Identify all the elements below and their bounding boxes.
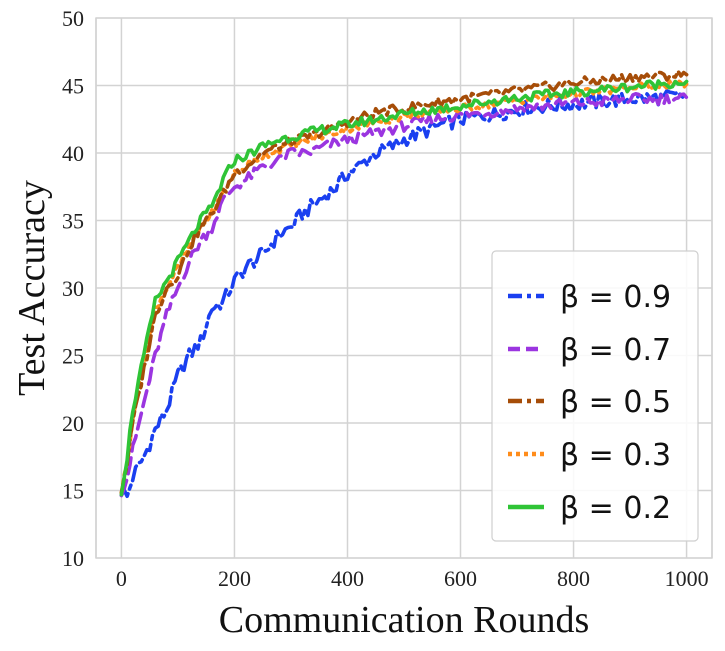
tick-labels: 10 15 20 25 30 35 40 45 50 0 200 400 600 800 1000 [62,6,709,591]
legend-label: β = 0.2 [560,491,671,526]
y-tick-label: 10 [62,546,84,571]
series-lines [119,69,689,499]
series-line [119,89,689,499]
y-tick-label: 50 [62,6,84,31]
y-tick-label: 35 [62,209,84,234]
series-line [119,92,689,498]
y-tick-label: 40 [62,141,84,166]
x-axis-label: Communication Rounds [219,599,590,641]
legend-box [491,250,699,542]
x-tick-label: 200 [218,566,251,591]
x-tick-label: 1000 [665,566,709,591]
legend: β = 0.9 β = 0.7 β = 0.5 β = 0.3 β = 0.2 [491,250,699,542]
x-tick-label: 400 [331,566,364,591]
y-axis-label: Test Accuracy [11,180,53,396]
y-tick-label: 45 [62,74,84,99]
series-line [119,79,689,497]
y-tick-label: 15 [62,479,84,504]
y-tick-label: 20 [62,411,84,436]
x-tick-label: 800 [557,566,590,591]
legend-label: β = 0.9 [560,280,671,315]
legend-label: β = 0.3 [560,438,671,473]
x-tick-label: 0 [116,566,127,591]
x-tick-label: 600 [444,566,477,591]
y-tick-label: 25 [62,344,84,369]
legend-label: β = 0.7 [560,333,671,368]
y-tick-label: 30 [62,276,84,301]
legend-label: β = 0.5 [560,385,671,420]
